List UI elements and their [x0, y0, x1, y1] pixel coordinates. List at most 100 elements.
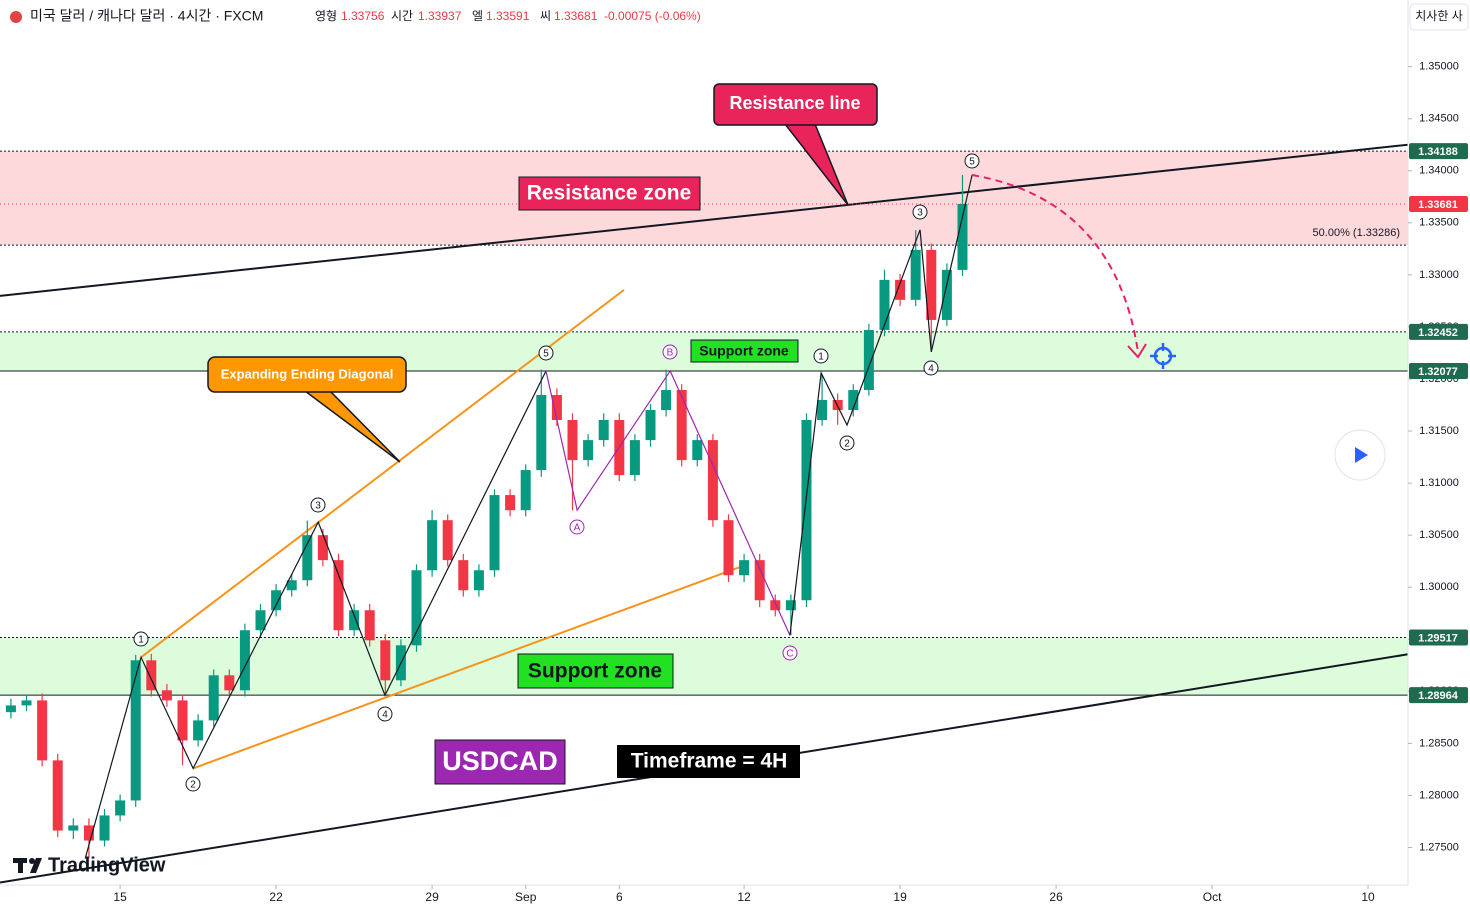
- candle-body: [754, 560, 765, 601]
- candle-body: [489, 495, 500, 571]
- candle-body: [52, 760, 63, 831]
- candle-body: [349, 610, 360, 631]
- header-button[interactable]: [1409, 3, 1469, 31]
- logo-text: TradingView: [48, 854, 166, 876]
- wave-label: A: [574, 523, 581, 534]
- wave-label: 3: [917, 208, 923, 219]
- price-tag: [1409, 362, 1468, 379]
- wave-marker: [923, 360, 939, 376]
- candle-body: [333, 560, 344, 631]
- fib-label: 50.00% (1.33286): [1313, 227, 1400, 239]
- wave-marker: [538, 345, 554, 361]
- y-tick-label: 1.31000: [1419, 477, 1459, 489]
- y-tick-label: 1.33500: [1419, 217, 1459, 229]
- ohlc-label: 엘: [472, 9, 483, 23]
- wave-path: [545, 369, 791, 636]
- callout-box: [207, 356, 407, 393]
- candle-body: [739, 560, 750, 576]
- candle-body: [879, 279, 890, 330]
- y-tick-label: 1.27500: [1419, 841, 1459, 853]
- label-box: [617, 745, 800, 778]
- candle-body: [895, 279, 906, 300]
- wave-marker: [912, 204, 928, 220]
- y-tick-label: 1.35000: [1419, 61, 1459, 73]
- price-tag: [1409, 323, 1468, 340]
- candle-body: [255, 610, 266, 631]
- candle-body: [302, 535, 313, 581]
- projection-arrow: [1127, 343, 1147, 359]
- candle-body: [926, 249, 937, 320]
- wave-label: 4: [928, 364, 934, 375]
- candle-body: [146, 660, 157, 691]
- candle-body: [598, 420, 609, 441]
- trendline: [192, 564, 746, 770]
- x-tick-label: Oct: [1203, 890, 1222, 904]
- y-tick-label: 1.28000: [1419, 789, 1459, 801]
- candle-body: [364, 610, 375, 641]
- candle-body: [224, 675, 235, 691]
- wave-marker: [569, 519, 585, 535]
- label-text: Support zone: [528, 660, 662, 683]
- time-axis: [0, 885, 1470, 913]
- y-tick-label: 1.31500: [1419, 425, 1459, 437]
- wave-marker: [964, 153, 980, 169]
- ohlc-value: 1.33756: [341, 9, 385, 23]
- y-tick-label: 1.28500: [1419, 737, 1459, 749]
- label-text: Timeframe = 4H: [631, 750, 788, 773]
- wave-label: C: [786, 649, 793, 660]
- label-box: [517, 653, 674, 689]
- wave-label: B: [667, 348, 674, 359]
- candle-body: [770, 600, 781, 611]
- callout-text: Expanding Ending Diagonal: [221, 366, 394, 381]
- candle-body: [692, 440, 703, 461]
- candle-body: [817, 400, 828, 421]
- wave-label: 1: [138, 635, 144, 646]
- price-tag: [1409, 687, 1468, 704]
- label-text: Support zone: [699, 343, 789, 359]
- candle-body: [442, 520, 453, 561]
- header-bg: [0, 4, 720, 30]
- candle-body: [83, 825, 94, 841]
- ohlc-value: 1.33937: [418, 9, 462, 23]
- label-box: [518, 176, 701, 211]
- candle-body: [271, 590, 282, 611]
- x-tick-label: 22: [269, 890, 283, 904]
- candle-body: [458, 560, 469, 591]
- candle-body: [505, 495, 516, 511]
- ohlc-value: 1.33681: [554, 9, 598, 23]
- y-tick-label: 1.33000: [1419, 269, 1459, 281]
- x-tick-label: 26: [1049, 890, 1063, 904]
- x-tick-label: 12: [737, 890, 751, 904]
- x-tick-label: 6: [616, 890, 623, 904]
- x-tick-label: Sep: [515, 890, 537, 904]
- wave-marker: [377, 706, 393, 722]
- wave-marker: [185, 776, 201, 792]
- price-tag-label: 1.34188: [1418, 146, 1458, 158]
- candle-body: [723, 520, 734, 576]
- candle-body: [567, 420, 578, 461]
- price-tag-label: 1.29517: [1418, 632, 1458, 644]
- candle-body: [520, 470, 531, 511]
- y-tick-label: 1.34500: [1419, 113, 1459, 125]
- wave-marker: [310, 497, 326, 513]
- label-text: Resistance zone: [527, 182, 692, 205]
- candle-body: [848, 390, 859, 411]
- x-tick-label: 19: [893, 890, 907, 904]
- price-tag-label: 1.32077: [1418, 366, 1458, 378]
- marks-layer: 1 2 3 4 5 A B C 1 2 3 4 5: [0, 143, 1409, 884]
- candle-body: [99, 815, 110, 841]
- candle-body: [177, 700, 188, 741]
- candle-body: [645, 410, 656, 441]
- symbol-title: 미국 달러 / 캐나다 달러 · 4시간 · FXCM: [30, 8, 263, 24]
- candle-body: [957, 203, 968, 270]
- y-tick-label: 1.34000: [1419, 165, 1459, 177]
- wave-label: 2: [190, 780, 196, 791]
- wave-path: [84, 370, 547, 859]
- wave-marker: [839, 435, 855, 451]
- candle-body: [629, 440, 640, 476]
- target-icon: [1150, 343, 1176, 369]
- flag-icon: [10, 11, 22, 23]
- wave-label: 5: [969, 157, 975, 168]
- price-tag-label: 1.32452: [1418, 327, 1458, 339]
